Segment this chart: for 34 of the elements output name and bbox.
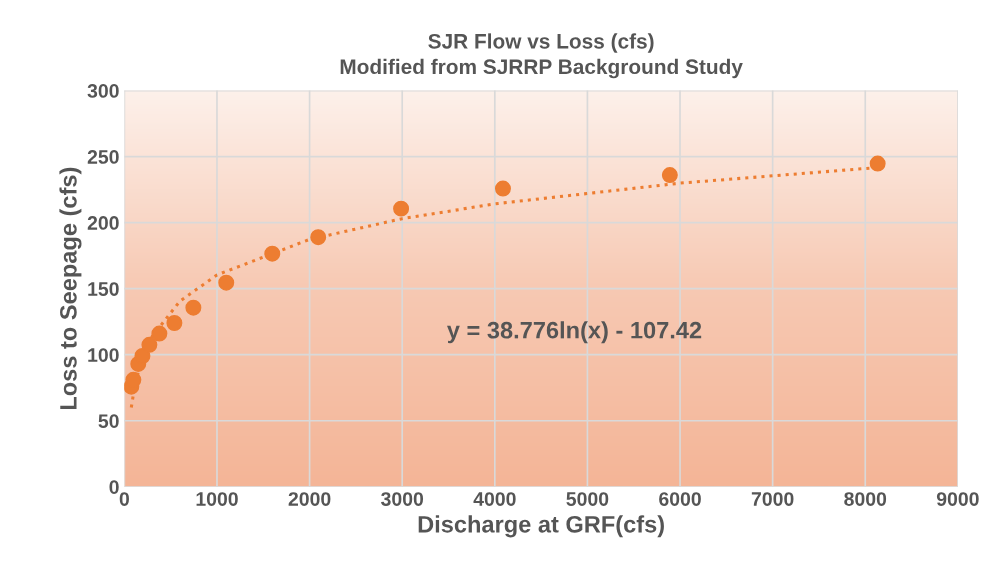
x-tick-label: 1000 xyxy=(196,492,238,506)
x-tick-label: 6000 xyxy=(659,492,701,506)
point xyxy=(134,348,151,364)
point xyxy=(141,336,158,353)
y-tick-label: 150 xyxy=(88,282,119,296)
point xyxy=(166,315,183,331)
y-tick-label: 300 xyxy=(87,84,119,98)
x-tick-label: 3000 xyxy=(381,492,424,506)
x-tick-label: 0 xyxy=(119,492,129,506)
x-tick-label: 2000 xyxy=(288,492,331,506)
x-tick-label: 5000 xyxy=(566,492,609,506)
point xyxy=(393,200,410,217)
x-tick-label: 7000 xyxy=(751,492,794,506)
point xyxy=(869,155,886,172)
point xyxy=(185,299,202,316)
y-tick-label: 50 xyxy=(98,414,119,428)
x-tick-label: 4000 xyxy=(473,492,516,506)
point xyxy=(264,245,281,262)
x-tick-label: 8000 xyxy=(844,492,887,506)
annotation: y = 38.776ln(x) - 107.42 xyxy=(447,321,702,344)
y-tick-label: 250 xyxy=(87,150,119,164)
x-tick-label: 9000 xyxy=(936,492,979,506)
y-tick-label: 100 xyxy=(88,348,119,362)
point xyxy=(310,229,327,246)
x-axis-title: Discharge at GRF(cfs) xyxy=(418,515,664,538)
chart-title: SJR Flow vs Loss (cfs) Modified from SJRRP Background Study xyxy=(340,33,743,79)
y-tick-label: 200 xyxy=(87,216,119,230)
point xyxy=(661,167,678,184)
y-tick-label: 0 xyxy=(109,480,119,494)
y-axis-title: Loss to Seepage (cfs) xyxy=(59,167,82,410)
point xyxy=(125,371,142,388)
point xyxy=(151,325,168,342)
point xyxy=(218,274,235,291)
point xyxy=(494,180,511,197)
